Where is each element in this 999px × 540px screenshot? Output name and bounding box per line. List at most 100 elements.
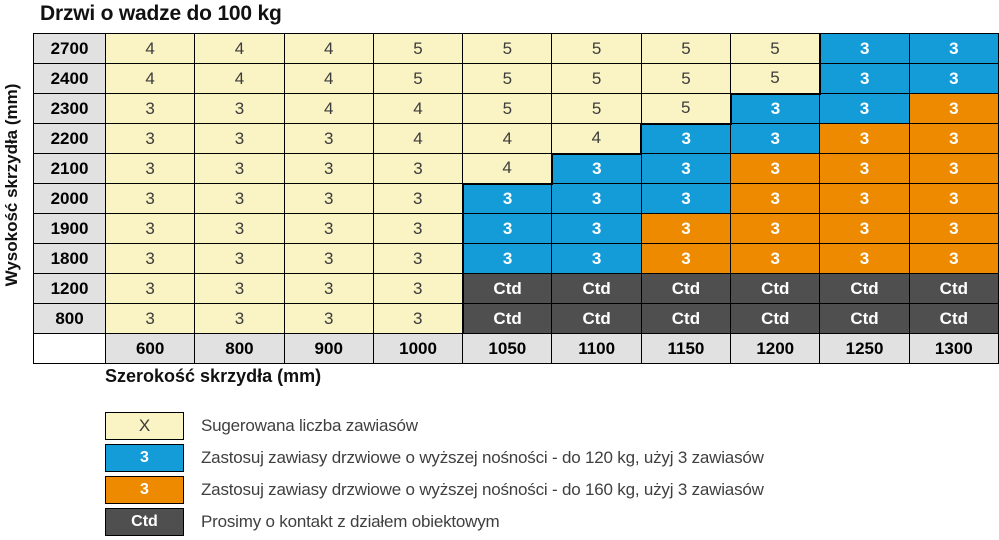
matrix-cell: 3 [550,152,642,184]
matrix-cell: 4 [104,63,196,94]
col-header: 900 [283,333,374,364]
table-row: 2400 4 4 4 5 5 5 5 5 3 3 [33,63,999,94]
matrix-cell: Ctd [640,303,732,334]
matrix-cell: Ctd [908,303,999,334]
matrix-cell: 3 [819,183,910,214]
matrix-cell: 3 [372,213,464,244]
col-header: 1300 [908,333,999,364]
matrix-cell: Ctd [908,273,999,304]
legend: X Sugerowana liczba zawiasów 3 Zastosuj zaw… [105,412,764,540]
legend-label: Zastosuj zawiasy drzwiowe o wyższej nośn… [201,448,764,467]
matrix-cell: 3 [104,213,196,244]
legend-label: Sugerowana liczba zawiasów [201,416,418,435]
table-row: 800 3 3 3 3 Ctd Ctd Ctd Ctd Ctd Ctd [33,303,999,334]
col-header: 1200 [730,333,821,364]
matrix-cell: 4 [194,33,285,64]
legend-swatch: Ctd [105,508,184,536]
matrix-cell: 3 [551,243,642,274]
matrix-cell: 3 [194,213,285,244]
legend-swatch: X [105,412,184,440]
legend-item: X Sugerowana liczba zawiasów [105,412,764,440]
matrix-cell: 5 [462,63,553,94]
matrix-cell: 3 [104,153,196,184]
matrix-cell: 3 [819,243,910,274]
matrix-cell: Ctd [730,273,821,304]
row-header: 800 [33,303,106,334]
matrix-cell: 3 [283,273,374,304]
col-header: 1100 [551,333,642,364]
matrix-cell: 3 [283,303,374,334]
matrix-cell: 5 [640,93,732,124]
matrix-cell: 3 [104,183,196,214]
col-header: 1000 [372,333,464,364]
matrix-cell: 3 [551,213,642,244]
matrix-cell: 3 [908,93,999,124]
matrix-cell: 3 [194,93,285,124]
matrix-cell: 3 [104,93,196,124]
matrix-cell: 4 [462,123,553,154]
matrix-cell: 3 [818,63,910,94]
col-header: 1050 [462,333,553,364]
matrix-cell: 3 [194,183,285,214]
matrix-cell: 3 [194,123,285,154]
legend-item: 3 Zastosuj zawiasy drzwiowe o wyższej noś… [105,476,764,504]
row-header: 2200 [33,123,106,154]
matrix-cell: 3 [819,213,910,244]
matrix-cell: 3 [194,303,285,334]
y-axis-label: Wysokość skrzydła (mm) [2,83,21,287]
matrix-cell: 3 [730,123,821,154]
matrix-cell: 3 [283,123,374,154]
row-header: 2100 [33,153,106,184]
table-row: 1800 3 3 3 3 3 3 3 3 3 3 [33,243,999,274]
col-header-row: 600 800 900 1000 1050 1100 1150 1200 1250 1300 [33,333,999,364]
matrix-cell: Ctd [730,303,821,334]
matrix-cell: 3 [818,33,910,64]
matrix-cell: 5 [551,33,642,64]
matrix-cell: 5 [462,33,553,64]
matrix-cell: 3 [283,183,374,214]
matrix-cell: 3 [908,183,999,214]
matrix-cell: 3 [372,303,464,334]
matrix-cell: Ctd [461,303,553,334]
matrix-cell: 3 [104,243,196,274]
matrix-cell: 5 [372,33,464,64]
row-header: 1900 [33,213,106,244]
matrix-cell: 3 [372,153,464,184]
col-header: 800 [194,333,285,364]
matrix-cell: 5 [640,63,732,94]
matrix-cell: 3 [461,182,553,214]
matrix-cell: Ctd [819,303,910,334]
matrix-cell: 3 [551,183,642,214]
row-header: 1200 [33,273,106,304]
matrix-cell: Ctd [551,273,642,304]
row-header: 2300 [33,93,106,124]
x-axis-label: Szerokość skrzydła (mm) [105,366,322,386]
row-header: 1800 [33,243,106,274]
hinge-matrix-table: 2700 4 4 4 5 5 5 5 5 3 3 2400 4 4 4 5 5 5 5 5 3 3 2300 3 3 4 4 5 5 5 3… [33,33,999,364]
legend-swatch: 3 [105,444,184,472]
row-header: 2700 [33,33,106,64]
matrix-cell: 3 [730,183,821,214]
matrix-cell: 3 [640,243,732,274]
matrix-cell: 5 [462,93,553,124]
matrix-cell: Ctd [819,273,910,304]
table-row: 1200 3 3 3 3 Ctd Ctd Ctd Ctd Ctd Ctd [33,273,999,304]
matrix-cell: 3 [908,213,999,244]
matrix-cell: 3 [372,243,464,274]
col-header: 1250 [819,333,910,364]
matrix-cell: 3 [461,243,553,274]
table-row: 2300 3 3 4 4 5 5 5 3 3 3 [33,92,999,124]
table-row: 2700 4 4 4 5 5 5 5 5 3 3 [33,33,999,64]
matrix-cell: 4 [194,63,285,94]
matrix-cell: 3 [908,153,999,184]
matrix-cell: Ctd [461,273,553,304]
matrix-cell: 3 [730,243,821,274]
col-header: 600 [104,333,196,364]
matrix-cell: 3 [104,303,196,334]
matrix-cell: 4 [551,123,642,154]
matrix-cell: 5 [551,93,642,124]
matrix-cell: 3 [372,183,464,214]
matrix-cell: 3 [730,153,821,184]
matrix-cell: 3 [908,33,999,64]
